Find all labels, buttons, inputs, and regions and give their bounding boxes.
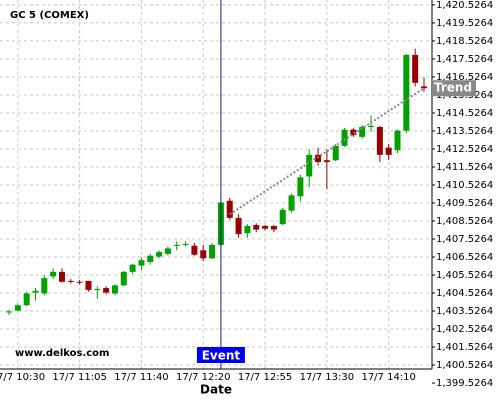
candle-body <box>288 195 295 211</box>
y-tick-label: 1,407.5264 <box>436 234 493 245</box>
y-tick-label: 1,420.5264 <box>436 0 493 11</box>
y-tick-label: 1,403.5264 <box>436 306 493 317</box>
candle-body <box>412 54 419 83</box>
candle-body <box>156 252 163 257</box>
candle-body <box>200 250 207 259</box>
candle-body <box>350 129 357 136</box>
y-tick-label: 1,405.5264 <box>436 270 493 281</box>
candle-body <box>6 311 12 313</box>
candle-body <box>67 280 74 282</box>
candle-body <box>253 225 260 230</box>
candle-body <box>164 248 171 254</box>
x-tick-label: 17/7 12:20 <box>176 372 230 383</box>
y-tick-label: 1,411.5264 <box>436 162 493 173</box>
x-tick-label: 17/7 13:30 <box>300 372 354 383</box>
candle-body <box>14 305 21 311</box>
trend-line <box>229 87 425 216</box>
x-tick-label: 17/7 14:10 <box>361 372 415 383</box>
candle-body <box>394 130 401 151</box>
candle-body <box>235 217 242 235</box>
y-tick-label: 1,400.5264 <box>436 360 493 371</box>
candle-body <box>41 278 48 294</box>
x-tick-label: 17/7 12:55 <box>238 372 292 383</box>
y-tick-label: 1,410.5264 <box>436 180 493 191</box>
y-tick-label: 1,399.5264 <box>436 378 493 389</box>
candle-body <box>85 280 92 290</box>
candle-body <box>103 288 110 293</box>
chart-title: GC 5 (COMEX) <box>10 10 89 21</box>
candle-body <box>359 126 366 137</box>
y-tick-label: 1,414.5264 <box>436 108 493 119</box>
candle-body <box>182 243 189 245</box>
x-tick-label: 17/7 11:05 <box>52 372 106 383</box>
candle-body <box>403 54 410 131</box>
y-tick-label: 1,418.5264 <box>436 36 493 47</box>
y-tick-label: 1,413.5264 <box>436 126 493 137</box>
event-label-box <box>196 347 245 363</box>
candle-body <box>376 126 383 155</box>
event-label: Event <box>202 349 241 363</box>
candle-body <box>173 244 180 246</box>
candle-body <box>323 160 330 163</box>
candle-body <box>270 225 277 230</box>
candle-body <box>421 86 427 89</box>
candle-body <box>23 293 30 306</box>
x-tick-label: 17/7 11:40 <box>114 372 168 383</box>
candle-body <box>50 271 57 277</box>
trend-label-box <box>432 80 476 97</box>
candle-body <box>341 129 348 146</box>
candle-body <box>94 288 101 290</box>
watermark: www.delkos.com <box>15 348 109 359</box>
candle-body <box>58 271 65 282</box>
y-tick-label: 1,404.5264 <box>436 288 493 299</box>
candle-body <box>262 225 269 229</box>
candle-body <box>191 245 198 255</box>
candle-body <box>385 147 392 155</box>
candle-body <box>129 264 136 272</box>
y-tick-label: 1,406.5264 <box>436 252 493 263</box>
candle-body <box>111 285 118 294</box>
candle-body <box>244 225 251 234</box>
y-tick-label: 1,419.5264 <box>436 18 493 29</box>
trend-label: Trend <box>434 81 472 95</box>
candle-body <box>279 209 286 225</box>
candle-body <box>315 154 322 163</box>
x-axis-title: Date <box>200 383 232 397</box>
candle-body <box>120 271 127 286</box>
candle-body <box>138 260 145 266</box>
candle-body <box>368 126 375 128</box>
x-tick-label: 17/7 10:30 <box>0 372 45 383</box>
y-tick-label: 1,412.5264 <box>436 144 493 155</box>
candle-body <box>147 255 154 262</box>
y-tick-label: 1,417.5264 <box>436 54 493 65</box>
candle-body <box>332 145 339 161</box>
candle-body <box>32 290 39 293</box>
y-tick-label: 1,416.5264 <box>436 72 493 83</box>
candle-body <box>209 244 216 259</box>
y-tick-label: 1,408.5264 <box>436 216 493 227</box>
candle-body <box>297 177 304 197</box>
candle-body <box>306 154 313 177</box>
y-tick-label: 1,409.5264 <box>436 198 493 209</box>
y-tick-label: 1,402.5264 <box>436 324 493 335</box>
y-tick-label: 1,401.5264 <box>436 342 493 353</box>
candle-body <box>226 200 233 218</box>
candle-body <box>76 281 83 283</box>
